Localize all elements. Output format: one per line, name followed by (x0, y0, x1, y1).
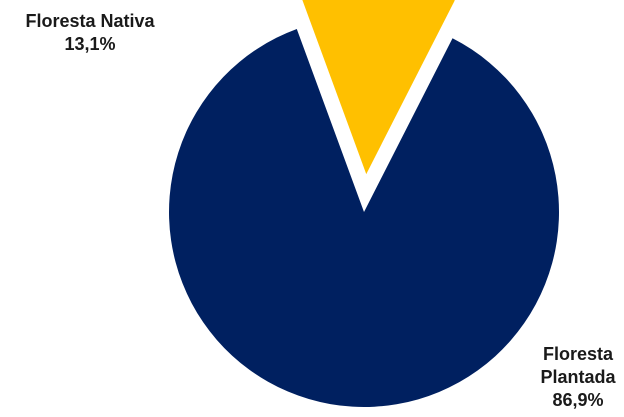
slice-category-label: Plantada (540, 367, 616, 387)
slice-label-2: Floresta Nativa 13,1% (25, 11, 155, 54)
slices-layer (169, 0, 560, 407)
slice-category-label: Floresta (543, 344, 614, 364)
pie-slice-1 (169, 28, 560, 407)
slice-value-label: 13,1% (64, 34, 115, 54)
slice-label-1: Floresta Plantada 86,9% (540, 344, 616, 410)
slice-category-label: Floresta Nativa (25, 11, 155, 31)
slice-value-label: 86,9% (552, 390, 603, 410)
pie-slice-2 (302, 0, 455, 175)
labels-layer: Floresta Plantada 86,9% Floresta Nativa 13,1… (25, 11, 616, 410)
